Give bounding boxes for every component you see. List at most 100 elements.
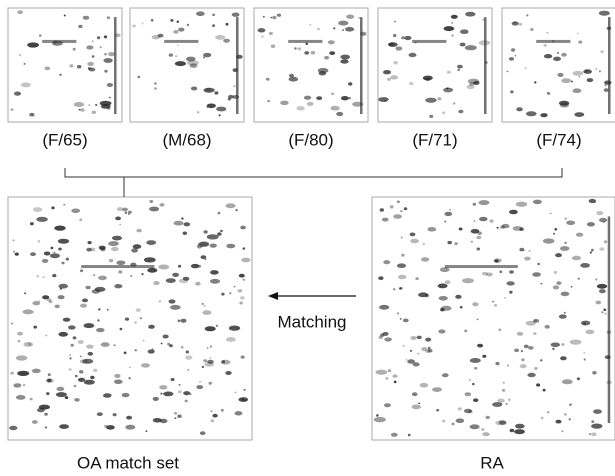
spot bbox=[422, 75, 433, 81]
spot bbox=[108, 96, 111, 99]
spot bbox=[516, 107, 523, 112]
spot bbox=[116, 260, 126, 266]
spot bbox=[443, 26, 455, 32]
spot bbox=[80, 269, 84, 273]
spot bbox=[342, 29, 345, 31]
spot bbox=[395, 46, 403, 51]
spot bbox=[427, 346, 431, 350]
spot bbox=[87, 61, 94, 66]
spot bbox=[77, 340, 84, 344]
spot bbox=[465, 11, 476, 17]
spot bbox=[410, 336, 417, 340]
spot bbox=[29, 397, 33, 401]
spot bbox=[596, 283, 608, 289]
gel-frame bbox=[253, 7, 369, 123]
spot bbox=[27, 42, 39, 48]
spot bbox=[115, 216, 121, 221]
spot bbox=[173, 220, 184, 226]
spot bbox=[397, 200, 400, 204]
spot bbox=[154, 87, 157, 90]
spot bbox=[547, 411, 550, 414]
spot bbox=[560, 246, 570, 251]
spot bbox=[552, 285, 560, 290]
spot bbox=[195, 281, 201, 286]
spot bbox=[96, 36, 101, 40]
spot bbox=[561, 379, 573, 385]
spot bbox=[495, 361, 500, 366]
gel-image bbox=[377, 7, 493, 123]
spot bbox=[469, 424, 480, 430]
spot bbox=[72, 336, 77, 340]
spot bbox=[37, 240, 41, 243]
spot bbox=[233, 285, 236, 288]
spot bbox=[583, 358, 586, 361]
band bbox=[42, 39, 77, 43]
spot bbox=[396, 263, 407, 269]
spot bbox=[348, 97, 351, 100]
spot bbox=[459, 42, 466, 47]
spot bbox=[88, 104, 91, 106]
spot bbox=[47, 373, 51, 377]
spot bbox=[189, 63, 198, 68]
spot bbox=[583, 322, 587, 326]
spot bbox=[537, 262, 540, 266]
spot bbox=[24, 292, 27, 295]
spot bbox=[152, 418, 162, 423]
spot bbox=[178, 383, 181, 386]
spot bbox=[542, 238, 555, 244]
streak bbox=[484, 17, 487, 115]
spot bbox=[73, 102, 85, 107]
spot bbox=[78, 108, 81, 111]
spot bbox=[190, 86, 198, 91]
spot bbox=[196, 385, 204, 390]
spot bbox=[385, 377, 389, 380]
spot bbox=[455, 294, 462, 299]
spot bbox=[119, 327, 123, 331]
spot bbox=[203, 304, 206, 307]
spot bbox=[508, 398, 511, 401]
spot bbox=[550, 342, 560, 348]
spot bbox=[177, 319, 181, 323]
spot bbox=[46, 392, 50, 396]
spot bbox=[519, 364, 527, 369]
spot bbox=[53, 251, 56, 254]
spot bbox=[221, 360, 226, 364]
spot bbox=[472, 302, 479, 307]
spot bbox=[378, 276, 384, 281]
spot bbox=[86, 344, 94, 349]
spot bbox=[486, 272, 493, 277]
spot bbox=[238, 273, 245, 278]
spot bbox=[209, 357, 212, 359]
spot bbox=[141, 22, 144, 25]
spot bbox=[150, 19, 154, 22]
spot bbox=[306, 101, 314, 106]
spot bbox=[383, 260, 391, 265]
spot bbox=[294, 47, 297, 50]
spot bbox=[508, 57, 515, 61]
spot bbox=[501, 223, 510, 229]
spot bbox=[128, 366, 131, 369]
spot bbox=[421, 257, 430, 262]
spot bbox=[477, 231, 482, 235]
spot bbox=[139, 317, 142, 320]
spot bbox=[108, 52, 116, 57]
spot bbox=[604, 312, 607, 315]
spot bbox=[170, 19, 174, 22]
spot bbox=[560, 291, 570, 297]
spot bbox=[187, 368, 190, 371]
spot bbox=[14, 91, 21, 96]
spot bbox=[358, 17, 361, 19]
spot bbox=[63, 203, 66, 206]
spot bbox=[209, 243, 217, 248]
spot bbox=[505, 402, 508, 406]
spot bbox=[204, 258, 207, 261]
spot bbox=[177, 414, 182, 418]
spot bbox=[427, 227, 437, 232]
spot bbox=[184, 399, 188, 403]
spot bbox=[103, 35, 108, 39]
spot bbox=[399, 287, 403, 290]
spot bbox=[509, 428, 515, 433]
spot bbox=[112, 235, 122, 241]
spot bbox=[212, 413, 218, 418]
spot bbox=[402, 318, 409, 323]
